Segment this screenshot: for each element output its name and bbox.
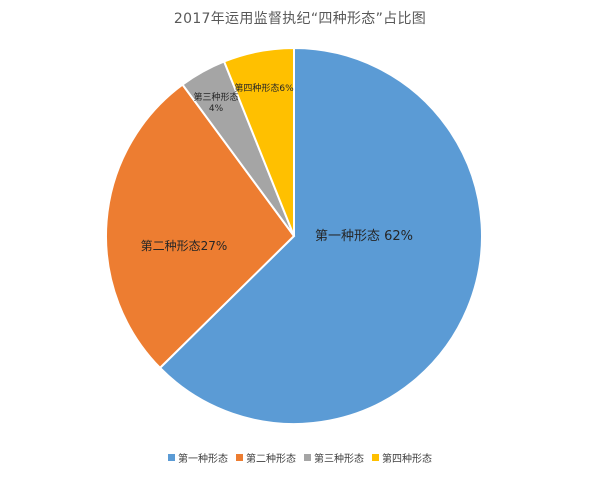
legend-item-1: 第一种形态 — [168, 450, 228, 465]
legend-swatch-1 — [168, 454, 175, 461]
data-label-2: 第二种形态27% — [141, 239, 228, 253]
legend-label-3: 第三种形态 — [314, 454, 364, 465]
legend-swatch-2 — [236, 454, 243, 461]
legend-item-2: 第二种形态 — [236, 450, 296, 465]
legend-swatch-4 — [372, 454, 379, 461]
legend-label-1: 第一种形态 — [178, 454, 228, 465]
pie-slice-2 — [105, 83, 296, 370]
legend-swatch-3 — [304, 454, 311, 461]
data-label-4: 第四种形态6% — [234, 82, 294, 94]
legend-label-2: 第二种形态 — [246, 454, 296, 465]
legend-item-3: 第三种形态 — [304, 450, 364, 465]
chart-legend: 第一种形态 第二种形态 第三种形态 第四种形态 — [0, 450, 600, 465]
chart-title: 2017年运用监督执纪“四种形态”占比图 — [173, 11, 427, 27]
legend-item-4: 第四种形态 — [372, 450, 432, 465]
pie-slice-1 — [158, 46, 483, 425]
data-label-3: 第三种形态 4% — [193, 91, 238, 114]
legend-label-4: 第四种形态 — [382, 454, 432, 465]
pie-slice-4 — [222, 46, 295, 237]
data-label-1: 第一种形态 62% — [315, 229, 413, 244]
